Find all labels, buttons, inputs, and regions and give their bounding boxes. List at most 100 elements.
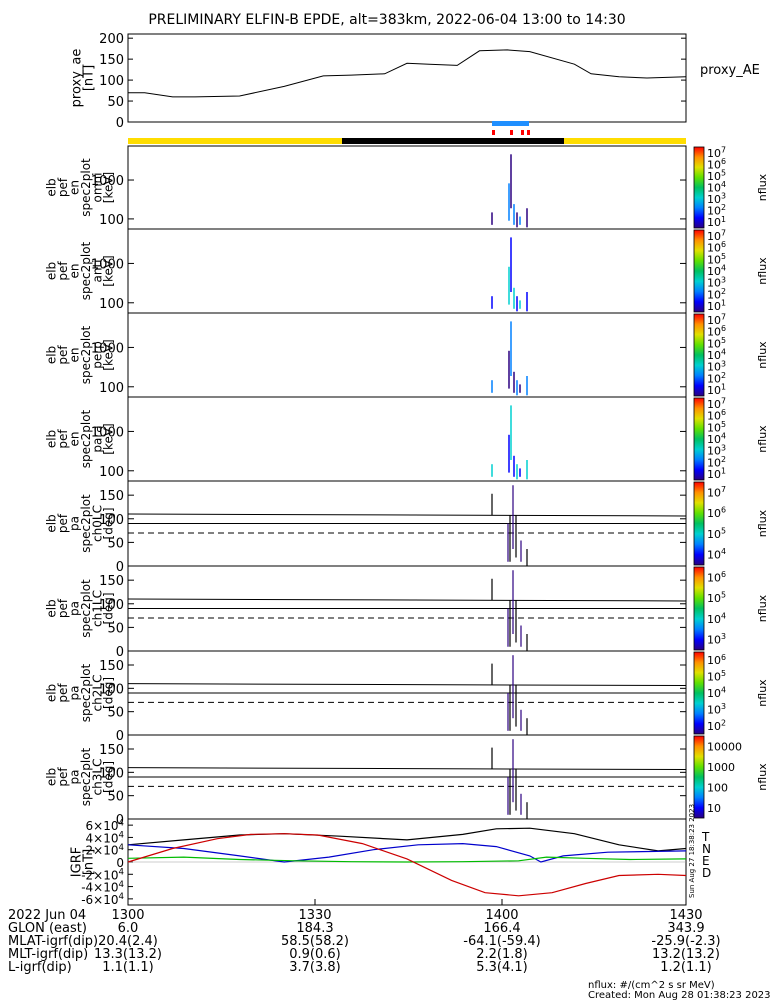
science-zone-mark xyxy=(510,130,513,135)
panel-ylabel-line: [keV] xyxy=(102,255,116,286)
spectrogram-frame xyxy=(127,396,687,482)
y-tick-label: 150 xyxy=(99,574,124,589)
igrf-ylabel-line: [nT] xyxy=(82,849,97,875)
colorbar-tick-label: 105 xyxy=(707,169,726,183)
colorbar-tick-label: 103 xyxy=(707,443,726,457)
y-tick-label: 100 xyxy=(99,213,124,228)
colorbar-tick-label: 10 xyxy=(707,802,721,815)
spectrogram-frame xyxy=(127,145,687,230)
axis-row-value: 1300 xyxy=(111,908,144,923)
colorbar-label: nflux xyxy=(756,594,769,622)
colorbar xyxy=(693,397,705,481)
loss-cone-line xyxy=(127,767,687,771)
panel-ylabel-line: pa xyxy=(68,686,82,701)
panel-ylabel-line: ch1LC xyxy=(90,590,104,627)
colorbar-label-line: nflux xyxy=(756,763,769,791)
y-tick-label: 50 xyxy=(107,95,124,110)
colorbar-label-line: nflux xyxy=(756,425,769,453)
igrf-legend-entry: D xyxy=(702,866,711,880)
axis-row-label: 2022 Jun 04 xyxy=(8,908,86,923)
panel-ylabel-line: en xyxy=(68,348,82,363)
y-tick-label: 0 xyxy=(116,856,124,870)
panel-ylabel-line: anti xyxy=(90,260,104,283)
colorbar-tick-label: 103 xyxy=(707,632,726,646)
y-tick-label: 50 xyxy=(107,621,124,636)
colorbar-tick-label: 106 xyxy=(707,653,726,667)
panel-ylabel-line: pef xyxy=(56,429,70,449)
panel-ylabel-line: ch2LC xyxy=(90,675,104,712)
colorbar xyxy=(693,735,705,819)
panel-ylabel-line: ch3LC xyxy=(90,759,104,796)
panel-ylabel-line: elb xyxy=(45,768,59,786)
colorbar-tick-label: 107 xyxy=(707,145,726,159)
axis-row-value: 5.3(4.1) xyxy=(476,960,528,975)
colorbar-tick-label: 105 xyxy=(707,526,726,540)
panel-ylabel-line: [keV] xyxy=(102,339,116,370)
y-tick-label: 1000 xyxy=(91,174,124,189)
y-tick-label: 150 xyxy=(99,743,124,758)
panel-ylabel-line: para xyxy=(90,425,104,452)
colorbar-tick-label: 107 xyxy=(707,396,726,410)
panel-ylabel-line: spec2plot xyxy=(79,579,93,638)
y-tick-label: 1000 xyxy=(91,425,124,440)
science-zone-mark xyxy=(492,130,495,135)
axis-row-value: -25.9(-2.3) xyxy=(651,934,720,949)
colorbar-tick-label: 106 xyxy=(707,324,726,338)
proxy-ae-ylabel: proxy_ae[nT] xyxy=(69,49,96,108)
igrf-series-line xyxy=(127,827,687,852)
axis-row-value: -64.1(-59.4) xyxy=(463,934,540,949)
colorbar-label-line: nflux xyxy=(756,173,769,201)
panel-ylabel-line: [deg] xyxy=(102,593,116,625)
panel-ylabel-line: [keV] xyxy=(102,172,116,203)
colorbar-tick-label: 101 xyxy=(707,215,726,229)
panel-ylabel-line: spec2plot xyxy=(79,663,93,722)
colorbar xyxy=(693,481,705,566)
y-tick-label: -4×104 xyxy=(81,880,124,895)
panel-ylabel-line: [keV] xyxy=(102,423,116,454)
y-tick-label: 100 xyxy=(99,682,124,697)
colorbar-tick-label: 104 xyxy=(707,432,726,446)
panel-ylabel-line: spec2plot xyxy=(79,158,93,217)
colorbar-label-line: nflux xyxy=(756,257,769,285)
panel-ylabel-line: en xyxy=(68,432,82,447)
colorbar-tick-label: 103 xyxy=(707,359,726,373)
spectrogram-frame xyxy=(127,228,687,314)
spectrogram-frame xyxy=(127,312,687,398)
panel-ylabel-line: elb xyxy=(45,346,59,364)
igrf-series-line xyxy=(127,833,687,897)
night-segment xyxy=(342,138,564,144)
colorbar-tick-label: 101 xyxy=(707,383,726,397)
created-note: Created: Mon Aug 28 01:38:23 2023 xyxy=(588,990,771,1000)
colorbar-label-line: nflux xyxy=(756,341,769,369)
panel-ylabel-line: spec2plot xyxy=(79,409,93,468)
colorbar-tick-label: 106 xyxy=(707,240,726,254)
axis-row-value: 184.3 xyxy=(296,921,333,936)
panel-ylabel-line: perp xyxy=(90,341,104,369)
proxy-ae-frame xyxy=(127,33,687,123)
colorbar-label: nflux xyxy=(756,341,769,369)
y-tick-label: 50 xyxy=(107,536,124,551)
y-tick-label: 200 xyxy=(99,32,124,47)
axis-row-value: 1400 xyxy=(485,908,518,923)
panel-ylabel-line: elb xyxy=(45,684,59,702)
side-timestamp: Sun Aug 27 18:38:23 2023 xyxy=(688,804,696,898)
y-tick-label: 150 xyxy=(99,489,124,504)
y-tick-label: 6×104 xyxy=(86,818,124,833)
panel-ylabel-line: [deg] xyxy=(102,761,116,793)
colorbar-tick-label: 102 xyxy=(707,455,726,469)
y-tick-label: 100 xyxy=(99,297,124,312)
colorbar-label: nflux xyxy=(756,763,769,791)
axis-row-value: 6.0 xyxy=(118,921,139,936)
colorbar-tick-label: 102 xyxy=(707,203,726,217)
colorbar xyxy=(693,313,705,397)
colorbar-label: nflux xyxy=(756,509,769,537)
panel-ylabel-line: en xyxy=(68,180,82,195)
panel-ylabel-line: en xyxy=(68,264,82,279)
colorbar-tick-label: 102 xyxy=(707,718,726,732)
